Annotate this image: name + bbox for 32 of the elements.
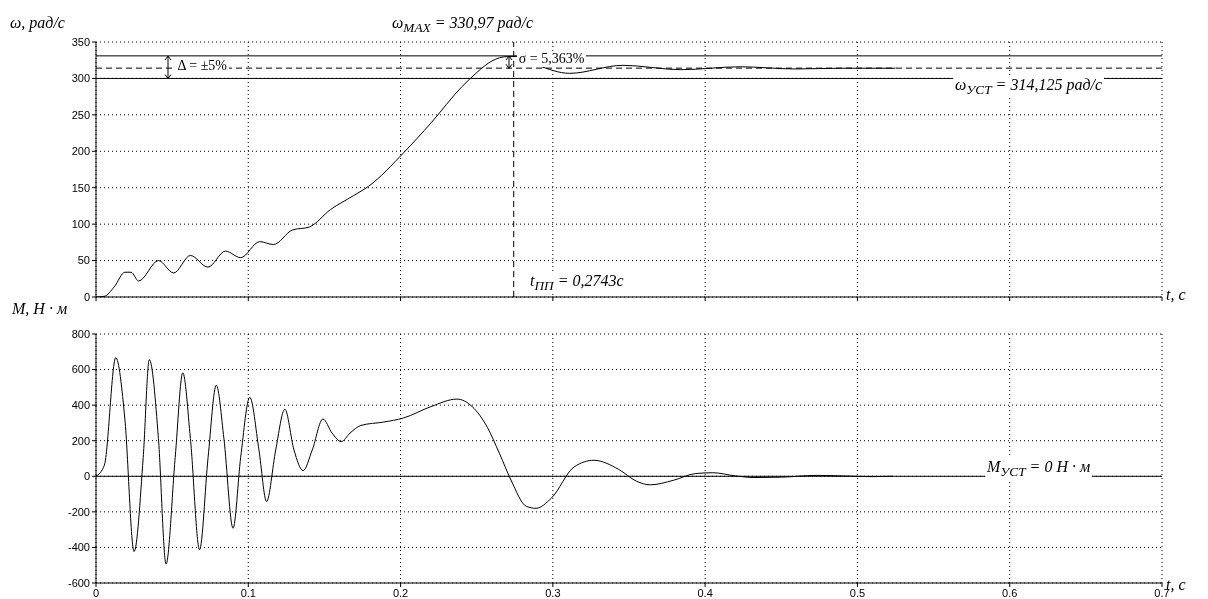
y-tick-label: 350 <box>71 35 90 48</box>
x-tick-label: 0 <box>92 586 100 599</box>
y-tick-label: 600 <box>71 363 90 376</box>
y-axis-title: M, Н · м <box>12 300 68 318</box>
x-tick-label: 0.5 <box>849 586 866 599</box>
y-tick-label: 0 <box>83 290 90 303</box>
y-tick-label: 0 <box>83 470 90 483</box>
ref-line-label: ω$_{MAX}$ = 330,97 рад/с <box>390 14 536 37</box>
y-tick-label: 300 <box>71 72 90 85</box>
y-tick-label: -200 <box>67 505 90 518</box>
x-axis-title: t, c <box>1166 286 1186 304</box>
x-tick-label: 0.3 <box>545 586 561 599</box>
y-tick-label: -400 <box>67 541 90 554</box>
ref-line-label: ω$_{УСТ}$ = 314,125 рад/с <box>953 76 1105 99</box>
annotation: σ = 5,363% <box>516 50 587 67</box>
y-tick-label: 100 <box>71 218 90 231</box>
ref-line-label: M$_{УСТ}$ = 0 Н · м <box>985 458 1093 481</box>
x-tick-label: 0.6 <box>1002 586 1018 599</box>
x-tick-label: 0.2 <box>392 586 409 599</box>
annotation: Δ = ±5% <box>175 57 230 74</box>
y-tick-label: -600 <box>67 576 90 589</box>
y-tick-label: 200 <box>71 145 90 158</box>
y-tick-label: 800 <box>71 327 90 340</box>
y-axis-title: ω, рад/с <box>10 14 65 32</box>
y-tick-label: 400 <box>71 399 90 412</box>
ref-line-label: t$_{ПП}$ = 0,2743с <box>528 272 626 295</box>
x-tick-label: 0.1 <box>240 586 256 599</box>
y-tick-label: 150 <box>71 181 90 194</box>
y-tick-label: 200 <box>71 434 90 447</box>
x-tick-label: 0.4 <box>697 586 713 599</box>
y-tick-label: 250 <box>71 108 90 121</box>
y-tick-label: 50 <box>77 254 90 267</box>
